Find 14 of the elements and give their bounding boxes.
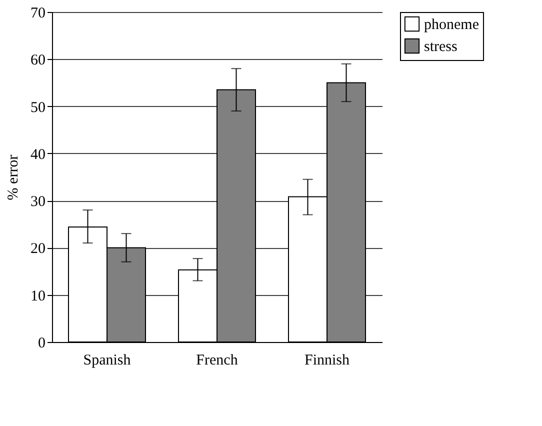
y-tick-label: 50 bbox=[30, 100, 46, 116]
y-axis-title: % error bbox=[6, 154, 22, 200]
y-tick-label: 10 bbox=[30, 288, 46, 304]
y-tick-label: 70 bbox=[30, 6, 46, 22]
y-tick-label: 60 bbox=[30, 52, 46, 69]
y-tick-label: 20 bbox=[30, 241, 46, 258]
x-tick-label: French bbox=[196, 352, 238, 368]
y-tick-label: 0 bbox=[38, 336, 46, 352]
legend-label: stress bbox=[424, 39, 458, 55]
legend-label: phoneme bbox=[424, 17, 480, 33]
x-tick-label: Finnish bbox=[304, 352, 350, 368]
y-tick-label: 40 bbox=[30, 146, 46, 163]
x-tick-label: Spanish bbox=[83, 352, 132, 368]
y-tick-label: 30 bbox=[30, 194, 46, 210]
